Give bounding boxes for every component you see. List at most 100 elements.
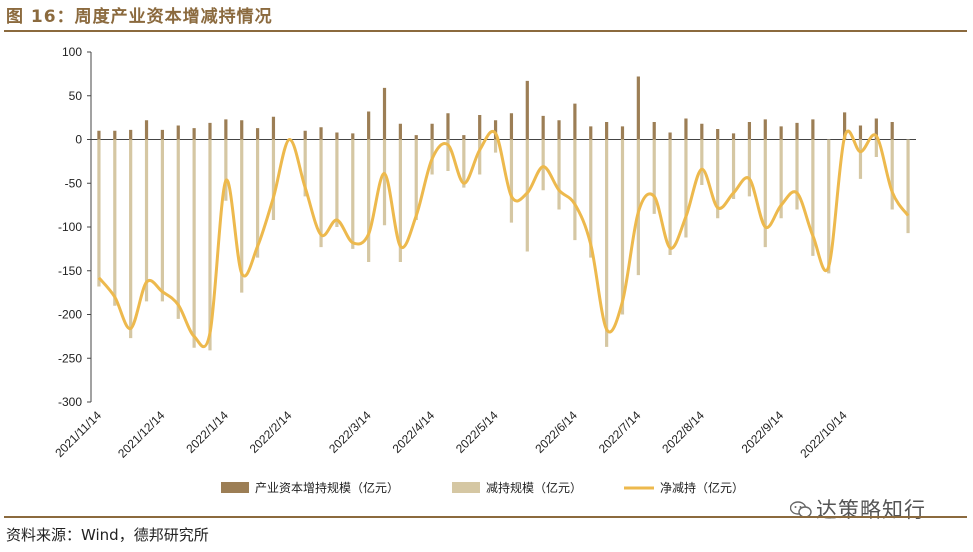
decrease-bar bbox=[303, 139, 307, 197]
decrease-bar bbox=[827, 139, 831, 274]
x-tick-label: 2022/10/14 bbox=[797, 408, 850, 461]
increase-bar bbox=[144, 120, 149, 140]
decrease-bar bbox=[160, 139, 164, 302]
y-tick-label: -50 bbox=[65, 176, 83, 190]
y-tick-label: -100 bbox=[58, 220, 82, 234]
decrease-bar bbox=[493, 139, 498, 153]
y-tick-label: -300 bbox=[58, 395, 82, 409]
x-tick-label: 2022/2/14 bbox=[247, 408, 295, 456]
decrease-bar bbox=[129, 139, 133, 339]
increase-bar bbox=[525, 80, 529, 140]
increase-bar bbox=[890, 122, 894, 140]
decrease-bar bbox=[382, 139, 387, 226]
decrease-bar bbox=[906, 139, 910, 234]
decrease-bar bbox=[795, 139, 799, 210]
increase-bar bbox=[446, 113, 450, 140]
y-tick-label: 50 bbox=[69, 89, 83, 103]
increase-bar bbox=[589, 126, 593, 140]
increase-bar bbox=[97, 130, 101, 140]
x-tick-label: 2022/5/14 bbox=[453, 408, 501, 456]
decrease-bar bbox=[446, 139, 450, 171]
decrease-bar bbox=[573, 139, 577, 241]
watermark: 达策略知行 bbox=[790, 494, 926, 524]
increase-bar bbox=[652, 122, 656, 140]
decrease-bar bbox=[97, 139, 101, 287]
decrease-bar bbox=[144, 139, 149, 302]
decrease-bar bbox=[319, 139, 323, 248]
watermark-text: 达策略知行 bbox=[816, 498, 926, 522]
x-tick-label: 2022/3/14 bbox=[326, 408, 374, 456]
x-tick-label: 2022/9/14 bbox=[739, 408, 787, 456]
increase-bar bbox=[747, 122, 752, 140]
x-tick-label: 2022/7/14 bbox=[596, 408, 644, 456]
decrease-bar bbox=[779, 139, 783, 219]
increase-bar bbox=[367, 111, 371, 140]
increase-bar bbox=[684, 118, 688, 140]
increase-bar bbox=[795, 122, 799, 140]
increase-bar bbox=[493, 120, 498, 140]
decrease-bar bbox=[176, 139, 180, 319]
decrease-bar bbox=[240, 139, 244, 293]
decrease-bar bbox=[541, 139, 545, 191]
increase-bar bbox=[430, 123, 434, 140]
increase-bar bbox=[573, 103, 577, 140]
legend-swatch-decrease bbox=[452, 482, 480, 493]
decrease-bar bbox=[731, 139, 736, 199]
top-divider bbox=[4, 30, 967, 32]
x-tick-label: 2022/8/14 bbox=[659, 408, 707, 456]
increase-bar bbox=[129, 129, 133, 140]
decrease-bar bbox=[462, 139, 466, 188]
y-tick-label: -200 bbox=[58, 308, 82, 322]
increase-bar bbox=[763, 119, 767, 140]
x-tick-label: 2021/12/14 bbox=[115, 408, 168, 461]
increase-bar bbox=[303, 130, 307, 140]
decrease-bar bbox=[192, 139, 196, 348]
decrease-bar bbox=[716, 139, 720, 219]
increase-bar bbox=[382, 87, 387, 140]
decrease-bar bbox=[668, 139, 672, 255]
increase-bar bbox=[240, 120, 244, 140]
increase-bar bbox=[779, 126, 783, 140]
increase-bar bbox=[224, 119, 228, 140]
increase-bar bbox=[208, 122, 212, 140]
wechat-icon bbox=[790, 501, 812, 518]
increase-bars bbox=[97, 76, 894, 140]
decrease-bar bbox=[589, 139, 593, 258]
increase-bar bbox=[731, 133, 736, 140]
legend-label-decrease: 减持规模（亿元） bbox=[486, 480, 582, 495]
increase-bar bbox=[192, 128, 196, 140]
legend-label-net: 净减持（亿元） bbox=[660, 480, 744, 495]
increase-bar bbox=[557, 120, 561, 140]
x-tick-label: 2022/6/14 bbox=[532, 408, 580, 456]
legend-swatch-increase bbox=[221, 482, 249, 493]
decrease-bar bbox=[557, 139, 561, 210]
x-tick-label: 2021/11/14 bbox=[52, 408, 104, 460]
increase-bar bbox=[668, 132, 672, 140]
increase-bar bbox=[811, 119, 815, 140]
increase-bar bbox=[620, 126, 625, 140]
y-tick-label: -150 bbox=[58, 264, 82, 278]
decrease-bar bbox=[208, 139, 212, 351]
decrease-bars bbox=[97, 139, 910, 351]
y-tick-label: 0 bbox=[75, 133, 82, 147]
decrease-bar bbox=[351, 139, 355, 249]
decrease-bar bbox=[367, 139, 371, 262]
increase-bar bbox=[160, 129, 164, 140]
decrease-bar bbox=[652, 139, 656, 214]
increase-bar bbox=[605, 122, 609, 140]
decrease-bar bbox=[398, 139, 402, 262]
decrease-bar bbox=[747, 139, 752, 197]
increase-bar bbox=[113, 130, 117, 140]
source-note: 资料来源：Wind，德邦研究所 bbox=[6, 526, 209, 544]
increase-bar bbox=[509, 113, 514, 140]
net-line-group bbox=[97, 129, 910, 349]
y-tick-label: -250 bbox=[58, 351, 82, 365]
legend-label-increase: 产业资本增持规模（亿元） bbox=[255, 480, 399, 495]
increase-bar bbox=[716, 129, 720, 140]
decrease-bar bbox=[255, 139, 260, 258]
decrease-bar bbox=[113, 139, 117, 306]
decrease-bar bbox=[478, 139, 482, 175]
decrease-bar bbox=[811, 139, 815, 256]
increase-bar bbox=[478, 115, 482, 140]
increase-bar bbox=[700, 123, 704, 140]
